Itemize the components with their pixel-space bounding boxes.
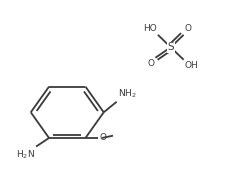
Text: H$_2$N: H$_2$N	[16, 148, 35, 161]
Text: HO: HO	[143, 24, 157, 33]
Text: OH: OH	[185, 61, 198, 70]
Text: S: S	[168, 42, 174, 52]
Text: O: O	[185, 24, 192, 33]
Text: NH$_2$: NH$_2$	[118, 88, 136, 100]
Text: O: O	[147, 59, 154, 68]
Text: O: O	[99, 133, 107, 142]
